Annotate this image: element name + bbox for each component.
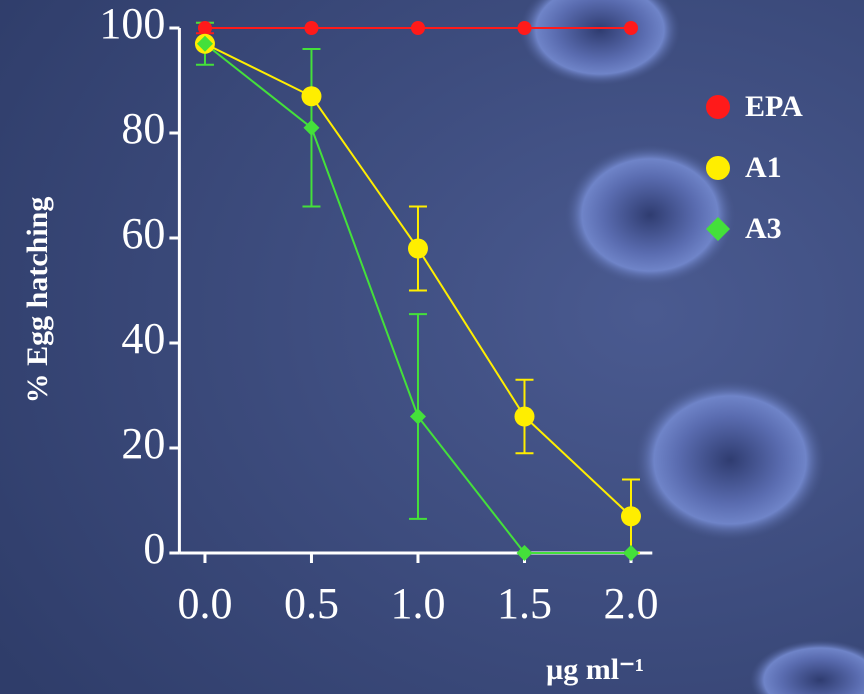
y-axis-title: % Egg hatching: [21, 197, 54, 404]
y-tick-label: 40: [121, 314, 165, 363]
x-tick-label: 0.0: [177, 579, 232, 628]
background-blob: [635, 380, 825, 540]
x-tick-label: 2.0: [603, 579, 658, 628]
data-point: [301, 86, 321, 106]
legend-label: EPA: [745, 90, 803, 123]
legend-label: A3: [745, 212, 782, 245]
legend-marker: [706, 95, 730, 119]
data-point: [304, 21, 318, 35]
x-axis-title: µg ml⁻¹: [546, 653, 644, 686]
chart: % Egg hatching µg ml⁻¹ 0 20 40 60 80 100 0.0 0.…: [0, 0, 864, 694]
y-tick-label: 100: [99, 0, 165, 48]
y-tick-label: 80: [121, 104, 165, 153]
data-point: [621, 506, 641, 526]
y-tick-label: 0: [143, 524, 165, 573]
y-tick-label: 20: [121, 419, 165, 468]
x-tick-label: 0.5: [284, 579, 339, 628]
x-tick-label: 1.0: [390, 579, 445, 628]
y-tick-label: 60: [121, 209, 165, 258]
x-tick-label: 1.5: [497, 579, 552, 628]
data-point: [514, 407, 534, 427]
data-point: [408, 239, 428, 259]
data-point: [624, 21, 638, 35]
legend-label: A1: [745, 151, 782, 184]
data-point: [411, 21, 425, 35]
data-point: [198, 21, 212, 35]
data-point: [517, 21, 531, 35]
legend-marker: [706, 156, 730, 180]
page: {"chart_data": { "type": "line", "x_labe…: [0, 0, 864, 694]
